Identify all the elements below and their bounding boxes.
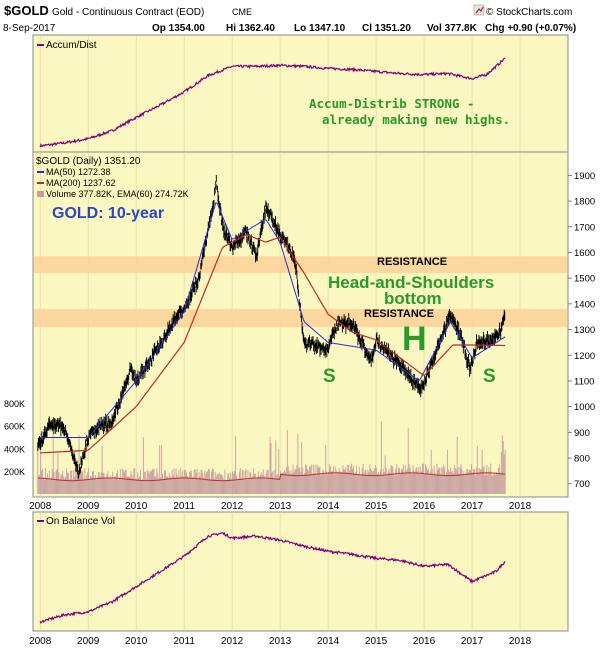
price-tick-label: 1200: [574, 351, 595, 362]
price-tick-label: 1700: [574, 222, 595, 233]
head-label: H: [402, 320, 427, 358]
price-tick-label: 1300: [574, 325, 595, 336]
legend-swatch-volume: [37, 191, 44, 197]
volume-tick-label: 200K: [4, 467, 25, 477]
resistance-bands: [34, 256, 567, 327]
chart-watermark: GOLD: 10-year: [52, 205, 164, 222]
accum-dist-grid: [39, 35, 521, 152]
volume-value: Vol 377.8K: [427, 23, 478, 34]
obv-legend: On Balance Vol: [37, 516, 115, 527]
date-tick-2013: 2013: [269, 636, 292, 647]
date-tick-2012: 2012: [221, 636, 244, 647]
date-tick-2010: 2010: [125, 501, 148, 512]
date-label: 8-Sep-2017: [3, 23, 56, 34]
date-tick-2015: 2015: [365, 501, 388, 512]
price-tick-label: 1800: [574, 197, 595, 208]
credit-text: © StockCharts.com: [486, 7, 572, 18]
date-tick-2016: 2016: [413, 501, 436, 512]
date-tick-2015: 2015: [365, 636, 388, 647]
ma200-line: [40, 234, 506, 454]
pattern-label-line2: bottom: [384, 289, 442, 308]
date-tick-2014: 2014: [317, 636, 340, 647]
change-value: Chg +0.90 (+0.07%): [485, 23, 576, 34]
legend-ma200: MA(200) 1237.62: [46, 178, 116, 188]
exchange-label: CME: [232, 7, 252, 17]
resistance-band-2: [34, 309, 567, 327]
price-tick-label: 800: [574, 454, 590, 465]
obv-line: [39, 531, 506, 624]
close-value: Cl 1351.20: [362, 23, 411, 34]
date-tick-2018: 2018: [509, 501, 532, 512]
price-date-axis: 2008 2009 2010 2011 2012 2013 2014 2015 2016 2017…: [29, 501, 532, 512]
date-tick-2012: 2012: [221, 501, 244, 512]
date-tick-2013: 2013: [269, 501, 292, 512]
date-tick-2016: 2016: [413, 636, 436, 647]
resistance-band-1: [34, 256, 567, 274]
volume-ema-line: [37, 472, 506, 482]
accum-dist-annotation-line1: Accum-Distrib STRONG -: [309, 96, 475, 111]
price-tick-label: 1400: [574, 299, 595, 310]
pattern-label-line1: Head-and-Shoulders: [328, 273, 494, 292]
price-tick-label: 1600: [574, 248, 595, 259]
date-tick-2017: 2017: [461, 636, 484, 647]
resistance-label-upper: RESISTANCE: [377, 256, 447, 268]
accum-dist-line: [39, 57, 506, 148]
obv-grid: [39, 512, 521, 631]
price-tick-label: 1900: [574, 171, 595, 182]
obv-date-axis: 2008 2009 2010 2011 2012 2013 2014 2015 2016 2017…: [29, 636, 532, 647]
open-value: Op 1354.00: [152, 23, 205, 34]
date-tick-2009: 2009: [77, 636, 100, 647]
high-value: Hi 1362.40: [226, 23, 275, 34]
price-tick-label: 700: [574, 479, 590, 490]
price-tick-label: 1100: [574, 376, 594, 387]
ma50-line: [40, 202, 506, 438]
arrow-up-right-icon: [473, 4, 485, 16]
accum-dist-panel: [32, 34, 569, 153]
legend-accum-dist: Accum/Dist: [46, 40, 97, 51]
instrument-name: Gold - Continuous Contract (EOD): [52, 7, 204, 18]
volume-axis: 800K 600K 400K 200K: [4, 399, 25, 477]
accum-dist-annotation-line2: already making new highs.: [322, 112, 510, 127]
price-title: $GOLD (Daily) 1351.20: [36, 156, 141, 167]
date-tick-2018: 2018: [509, 636, 532, 647]
date-tick-2010: 2010: [125, 636, 148, 647]
date-tick-2011: 2011: [173, 636, 195, 647]
date-tick-2009: 2009: [77, 501, 100, 512]
volume-tick-label: 800K: [4, 399, 25, 409]
date-tick-2011: 2011: [173, 501, 195, 512]
accum-dist-legend: Accum/Dist: [37, 40, 97, 51]
low-value: Lo 1347.10: [294, 23, 346, 34]
volume-tick-label: 400K: [4, 444, 25, 454]
legend-volume: Volume 377.82K, EMA(60) 274.72K: [46, 189, 189, 199]
price-tick-label: 900: [574, 428, 590, 439]
right-shoulder-label: S: [483, 366, 496, 387]
volume-tick-label: 600K: [4, 422, 25, 432]
left-shoulder-label: S: [323, 366, 336, 387]
price-axis: 700 800 900 1000 1100 1200 1300 1400 1500 1600 170…: [568, 171, 595, 490]
resistance-label-lower: RESISTANCE: [364, 308, 434, 320]
date-tick-2008: 2008: [29, 636, 52, 647]
date-tick-2014: 2014: [317, 501, 340, 512]
price-tick-label: 1000: [574, 402, 595, 413]
price-legend: $GOLD (Daily) 1351.20 MA(50) 1272.38 MA(…: [36, 156, 189, 199]
obv-panel: [32, 511, 569, 632]
price-tick-label: 1500: [574, 274, 595, 285]
symbol-label: $GOLD: [4, 3, 49, 18]
credit-link[interactable]: © StockCharts.com: [473, 4, 572, 18]
date-tick-2008: 2008: [29, 501, 52, 512]
legend-ma50: MA(50) 1272.38: [46, 167, 111, 177]
date-tick-2017: 2017: [461, 501, 484, 512]
legend-obv: On Balance Vol: [46, 516, 115, 527]
volume-bars: [37, 421, 506, 494]
